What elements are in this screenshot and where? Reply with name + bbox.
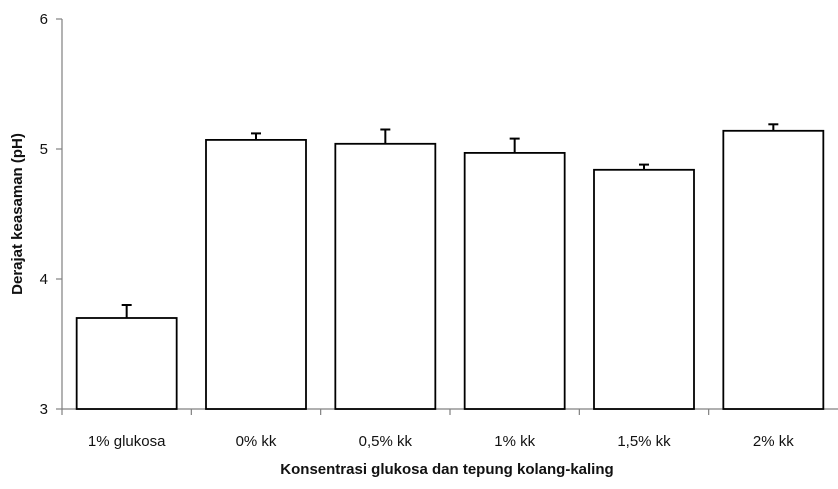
x-tick-label: 2% kk: [753, 433, 794, 450]
x-tick-label: 1% glukosa: [88, 433, 166, 450]
bars: [75, 129, 825, 410]
y-axis: 3 4 5 6: [40, 11, 63, 418]
bar-6: [722, 129, 825, 410]
x-tick-label: 1% kk: [494, 433, 535, 450]
x-tick-label: 1,5% kk: [617, 433, 671, 450]
error-bars: [121, 123, 779, 318]
bar-3: [334, 142, 437, 410]
y-axis-title: Derajat keasaman (pH): [9, 133, 26, 295]
y-tick-label: 3: [40, 401, 48, 418]
bar-2: [205, 138, 307, 410]
x-axis: 1% glukosa 0% kk 0,5% kk 1% kk 1,5% kk 2% kk: [61, 408, 838, 450]
x-tick-label: 0,5% kk: [359, 433, 413, 450]
bar-1: [75, 317, 178, 410]
bar-4: [463, 151, 566, 410]
y-tick-label: 4: [40, 271, 48, 288]
bar-5: [593, 168, 695, 410]
x-axis-title: Konsentrasi glukosa dan tepung kolang-ka…: [280, 461, 613, 478]
y-tick-label: 5: [40, 141, 48, 158]
x-tick-label: 0% kk: [236, 433, 277, 450]
y-tick-label: 6: [40, 11, 48, 28]
